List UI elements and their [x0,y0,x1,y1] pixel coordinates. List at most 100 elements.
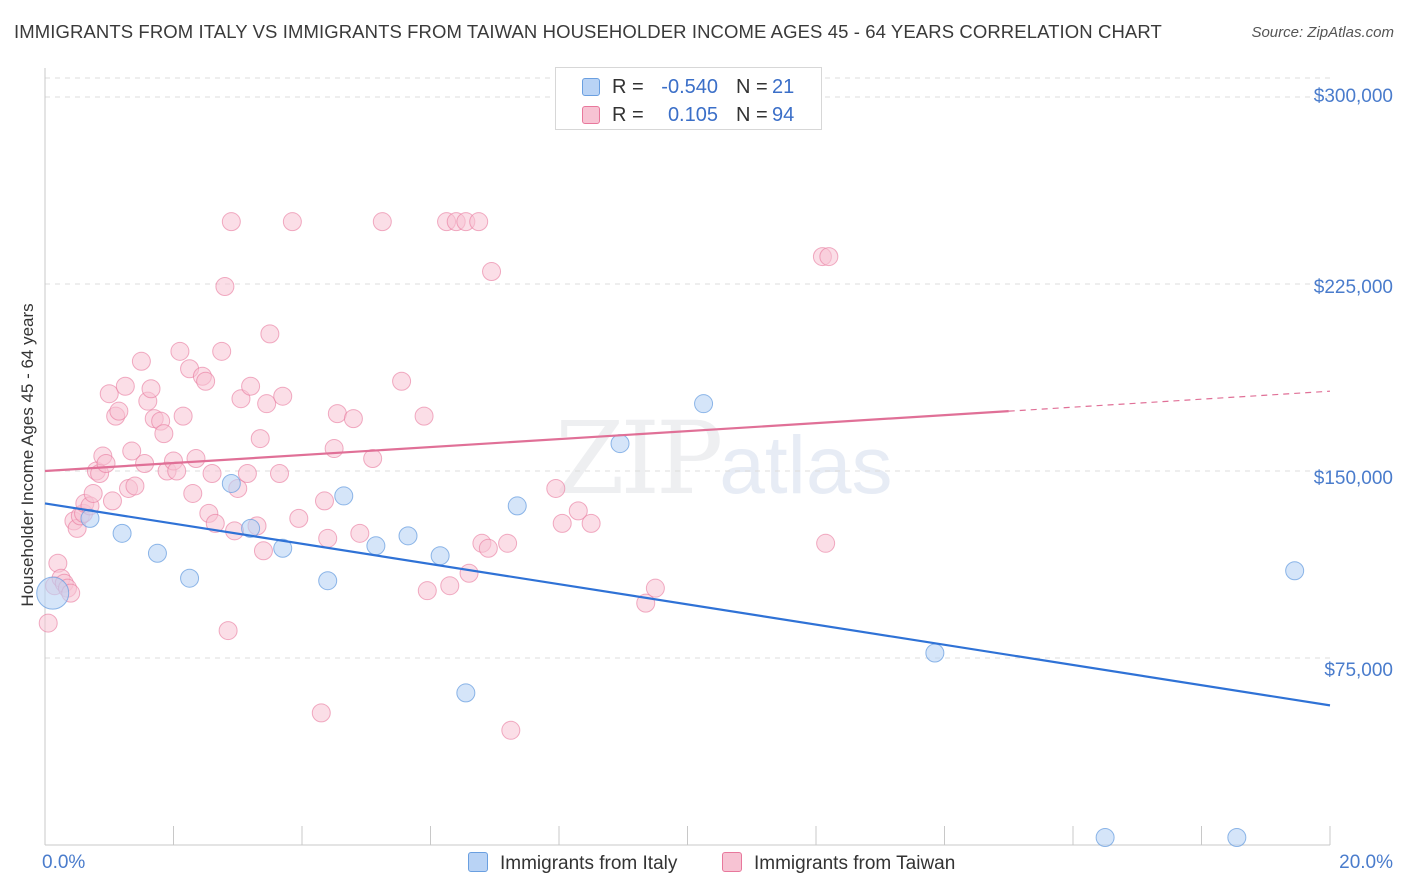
italy-point [925,643,945,663]
x-tick-label: 0.0% [42,852,86,873]
italy-trend-line [44,502,1331,707]
taiwan-point [225,521,245,541]
taiwan-point [237,463,257,483]
italy-point [366,536,386,556]
y-axis-label: Householder Income Ages 45 - 64 years [18,303,37,607]
taiwan-point [498,533,518,553]
taiwan-point [212,341,232,361]
taiwan-point [102,491,122,511]
taiwan-point [141,379,161,399]
legend-n-label: N = [736,76,768,98]
taiwan-point [122,441,142,461]
taiwan-point [392,371,412,391]
taiwan-point [581,513,601,533]
taiwan-point [186,449,206,469]
taiwan-point [96,454,116,474]
taiwan-point [816,533,836,553]
series-italy-points [36,394,1305,848]
italy-point [398,526,418,546]
taiwan-point [215,276,235,296]
italy-point [456,683,476,703]
taiwan-point [205,513,225,533]
bottom-legend-swatch-italy [468,852,488,872]
taiwan-point [289,508,309,528]
taiwan-point [257,394,277,414]
legend-swatch-italy [582,78,600,96]
taiwan-point [131,351,151,371]
grid-lines [45,77,1330,659]
italy-point [36,576,70,610]
italy-point [694,394,714,414]
y-tick-label: $150,000 [1313,468,1393,489]
x-tick-label: 20.0% [1339,852,1393,873]
legend-r-label: R = [612,104,644,126]
bottom-legend-taiwan[interactable]: Immigrants from Taiwan [722,852,955,876]
taiwan-point [501,720,521,740]
watermark-atlas: atlas [719,420,893,511]
italy-point [318,571,338,591]
italy-point [241,518,261,538]
legend-swatch-taiwan [582,106,600,124]
taiwan-point [372,212,392,232]
taiwan-point [478,538,498,558]
taiwan-point [350,523,370,543]
italy-point [180,568,200,588]
italy-point [112,523,132,543]
taiwan-point [819,247,839,267]
italy-point [1095,828,1115,848]
taiwan-point [546,478,566,498]
taiwan-point [241,376,261,396]
bottom-legend-italy[interactable]: Immigrants from Italy [468,852,677,876]
taiwan-point [440,576,460,596]
taiwan-point [469,212,489,232]
legend-n-label: N = [736,104,768,126]
taiwan-point [282,212,302,232]
italy-point [1285,561,1305,581]
taiwan-point [327,404,347,424]
taiwan-point [38,613,58,633]
taiwan-point [314,491,334,511]
taiwan-point [253,541,273,561]
taiwan-point [645,578,665,598]
taiwan-point [260,324,280,344]
taiwan-point [109,401,129,421]
italy-point [273,538,293,558]
italy-point [507,496,527,516]
taiwan-point [218,621,238,641]
taiwan-point [221,212,241,232]
legend-n-value: 21 [772,76,795,98]
taiwan-point [552,513,572,533]
taiwan-point [183,483,203,503]
correlation-legend: R = -0.540 N = 21 R = 0.105 N = 94 [555,67,822,130]
taiwan-point [568,501,588,521]
taiwan-point [154,424,174,444]
bottom-legend-label-italy: Immigrants from Italy [500,853,678,874]
legend-row-italy: R = -0.540 N = 21 [556,74,821,102]
italy-point [430,546,450,566]
taiwan-point [173,406,193,426]
legend-n-value: 94 [772,104,795,126]
taiwan-point [170,341,190,361]
y-tick-label: $300,000 [1313,86,1393,107]
legend-r-value: -0.540 [661,76,718,98]
taiwan-point [202,463,222,483]
italy-point [334,486,354,506]
bottom-legend-swatch-taiwan [722,852,742,872]
taiwan-trend-line-extension [1008,390,1331,412]
taiwan-point [83,483,103,503]
bottom-legend-label-taiwan: Immigrants from Taiwan [754,853,956,874]
taiwan-point [318,528,338,548]
italy-point [610,434,630,454]
italy-point [1227,828,1247,848]
axes [44,68,1331,846]
source-credit: Source: ZipAtlas.com [1251,24,1394,41]
y-tick-label: $225,000 [1313,277,1393,298]
chart-title: IMMIGRANTS FROM ITALY VS IMMIGRANTS FROM… [14,21,1162,42]
watermark-zip: ZIP [555,400,723,517]
taiwan-point [417,581,437,601]
taiwan-point [414,406,434,426]
taiwan-point [343,409,363,429]
taiwan-point [167,461,187,481]
taiwan-point [125,476,145,496]
